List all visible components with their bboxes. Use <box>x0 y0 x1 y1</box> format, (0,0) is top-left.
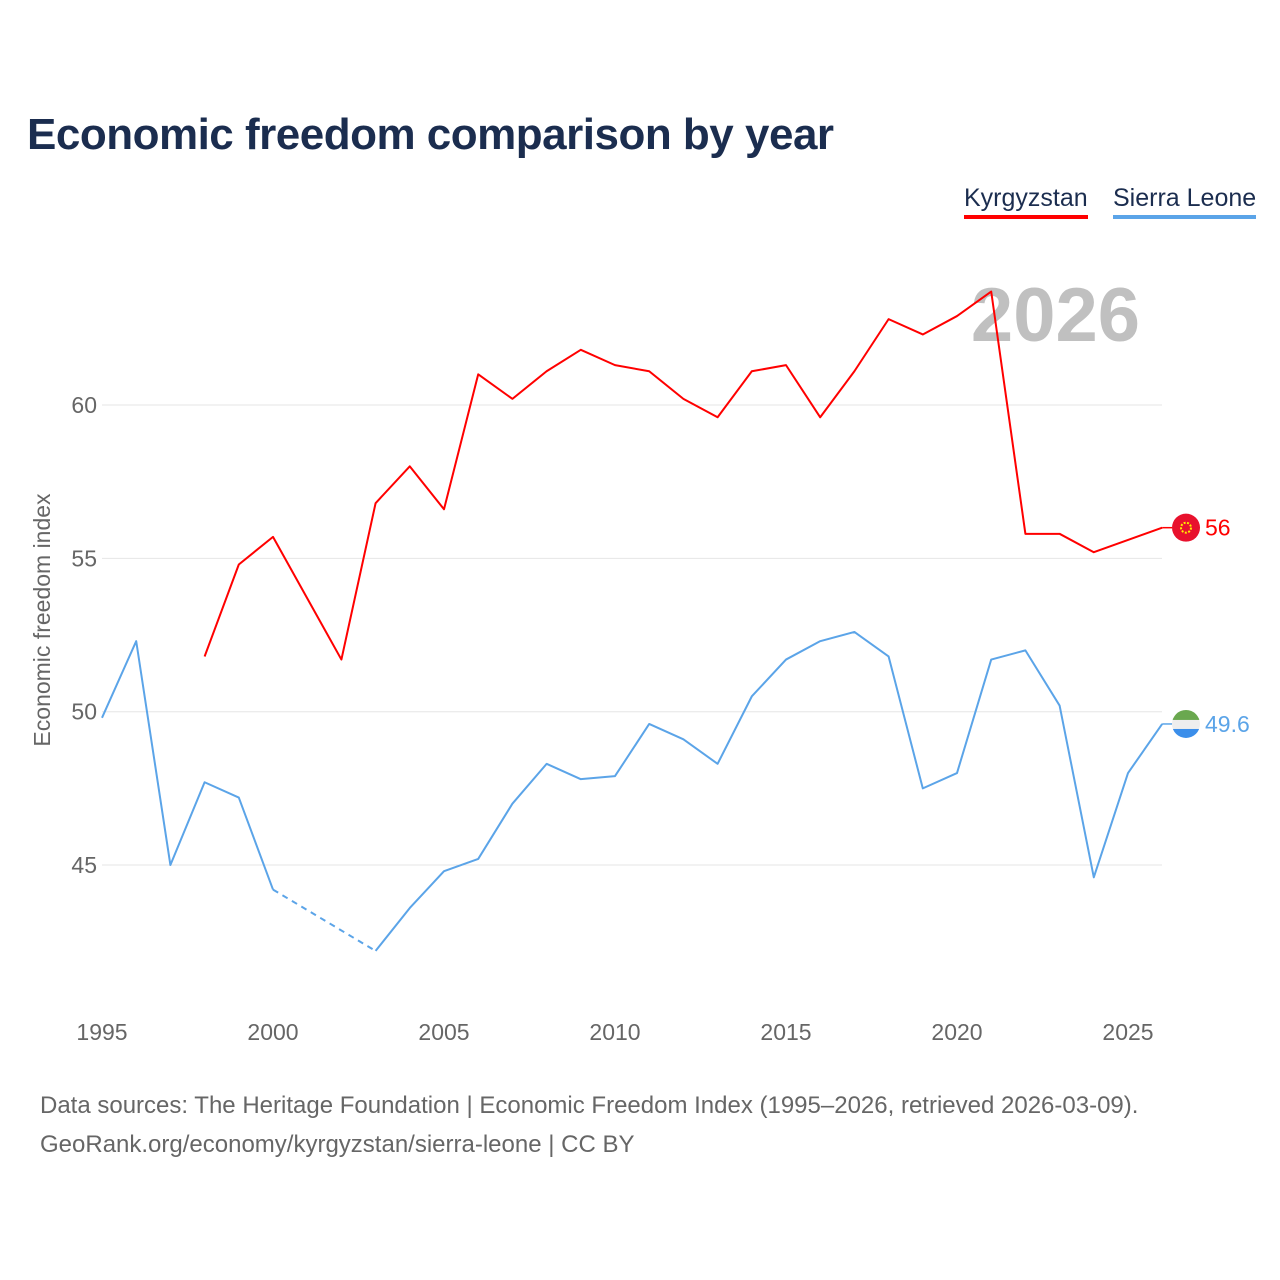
footer-url: GeoRank.org/economy/kyrgyzstan/sierra-le… <box>40 1131 635 1158</box>
y-tick-label: 45 <box>71 852 97 878</box>
y-tick-label: 60 <box>71 392 97 418</box>
x-tick-label: 2015 <box>760 1019 811 1045</box>
flag-sun-icon <box>1180 521 1192 534</box>
end-value-label-sierra-leone: 49.6 <box>1205 711 1250 737</box>
flag-stripe-white <box>1172 719 1200 729</box>
kyrgyzstan-flag-icon <box>1172 513 1200 542</box>
x-tick-label: 2020 <box>931 1019 982 1045</box>
series-line-sierra-leone <box>374 630 1164 952</box>
series-line-sierra-leone <box>101 640 274 890</box>
watermark-year: 2026 <box>971 273 1140 358</box>
y-axis-label: Economic freedom index <box>29 493 55 747</box>
x-tick-label: 2005 <box>418 1019 469 1045</box>
sierra-leone-flag-icon <box>1172 709 1200 720</box>
x-tick-label: 2000 <box>247 1019 298 1045</box>
end-value-label-kyrgyzstan: 56 <box>1205 515 1231 541</box>
series-gap-sierra-leone <box>272 888 377 952</box>
footer-sources: Data sources: The Heritage Foundation | … <box>40 1092 1139 1119</box>
chart-title: Economic freedom comparison by year <box>27 110 834 159</box>
x-tick-label: 2025 <box>1102 1019 1153 1045</box>
legend-item-kyrgyzstan[interactable]: Kyrgyzstan <box>964 184 1088 219</box>
legend-item-sierra-leone[interactable]: Sierra Leone <box>1113 184 1257 219</box>
footer: Data sources: The Heritage Foundation | … <box>40 1086 1138 1164</box>
series-line-kyrgyzstan <box>203 290 1163 661</box>
flag-stripe-blue <box>1172 728 1200 738</box>
x-tick-label: 2010 <box>589 1019 640 1045</box>
y-tick-label: 50 <box>71 699 97 725</box>
y-tick-label: 55 <box>71 545 97 571</box>
x-tick-label: 1995 <box>76 1019 127 1045</box>
